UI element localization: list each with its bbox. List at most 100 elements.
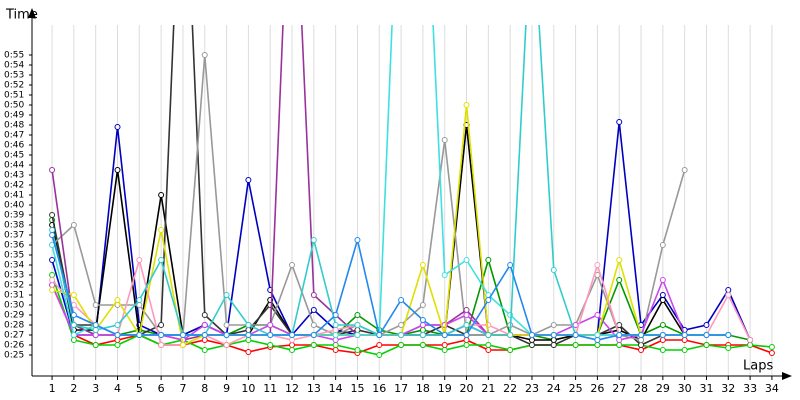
point [267,322,274,328]
point [463,307,470,313]
x-tick-label: 5 [136,382,143,395]
point [572,342,579,348]
x-tick-label: 12 [285,382,299,395]
y-tick-label: 0:28 [4,321,24,331]
series-line [51,124,729,342]
x-tick-label: 33 [743,382,757,395]
point [49,212,56,218]
y-tick-label: 0:30 [4,301,24,311]
point [507,332,514,338]
point [485,332,492,338]
point [70,322,77,328]
point [136,297,143,303]
x-tick-label: 27 [612,382,626,395]
point [485,347,492,353]
x-tick-label: 32 [721,382,735,395]
x-tick-label: 13 [307,382,321,395]
point [441,332,448,338]
point [245,322,252,328]
point [572,332,579,338]
point [332,337,339,343]
point [638,337,645,343]
point [616,342,623,348]
point [158,322,165,328]
point [158,192,165,198]
x-axis-arrow [782,372,792,380]
point [332,327,339,333]
point [49,287,56,293]
point [332,347,339,353]
point [485,342,492,348]
y-tick-label: 0:35 [4,251,24,261]
y-tick-label: 0:43 [4,171,24,181]
point [376,342,383,348]
point [114,342,121,348]
x-tick-label: 8 [201,382,208,395]
point [223,342,230,348]
point [114,332,121,338]
point [179,342,186,348]
point [114,167,121,173]
point [158,332,165,338]
x-tick-label: 2 [70,382,77,395]
point [158,342,165,348]
point [179,332,186,338]
point [49,232,56,238]
point [659,242,666,248]
point [114,297,121,303]
y-tick-label: 0:45 [4,151,24,161]
point [114,337,121,343]
point [507,347,514,353]
point [201,322,208,328]
y-tick-label: 0:53 [4,71,24,81]
point [550,332,557,338]
x-tick-label: 4 [114,382,121,395]
point [201,337,208,343]
point [245,327,252,333]
point [463,322,470,328]
y-tick-label: 0:46 [4,141,24,151]
x-tick-label: 6 [158,382,165,395]
point [659,347,666,353]
point [419,262,426,268]
point [289,262,296,268]
point [245,349,252,355]
point [245,332,252,338]
y-tick-label: 0:36 [4,241,24,251]
point [136,302,143,308]
point [92,332,99,338]
x-tick-label: 10 [241,382,255,395]
point [419,302,426,308]
point [49,272,56,278]
point [681,332,688,338]
point [681,337,688,343]
y-tick-label: 0:41 [4,191,24,201]
point [70,292,77,298]
x-tick-label: 24 [547,382,561,395]
point [463,312,470,318]
point [310,322,317,328]
point [310,332,317,338]
point [485,297,492,303]
point [310,342,317,348]
point [354,312,361,318]
y-tick-label: 0:34 [4,261,24,271]
y-tick-label: 0:29 [4,311,24,321]
point [332,322,339,328]
series-line [51,104,729,347]
x-tick-label: 1 [49,382,56,395]
point [49,277,56,283]
point [463,102,470,108]
series-line [51,234,729,341]
x-tick-label: 34 [765,382,779,395]
point [725,292,732,298]
y-tick-label: 0:39 [4,211,24,221]
y-tick-label: 0:25 [4,351,24,361]
point [267,342,274,348]
point [92,342,99,348]
point [267,332,274,338]
y-tick-label: 0:26 [4,341,24,351]
point [70,337,77,343]
point [332,312,339,318]
x-axis-label: Laps [743,359,773,374]
